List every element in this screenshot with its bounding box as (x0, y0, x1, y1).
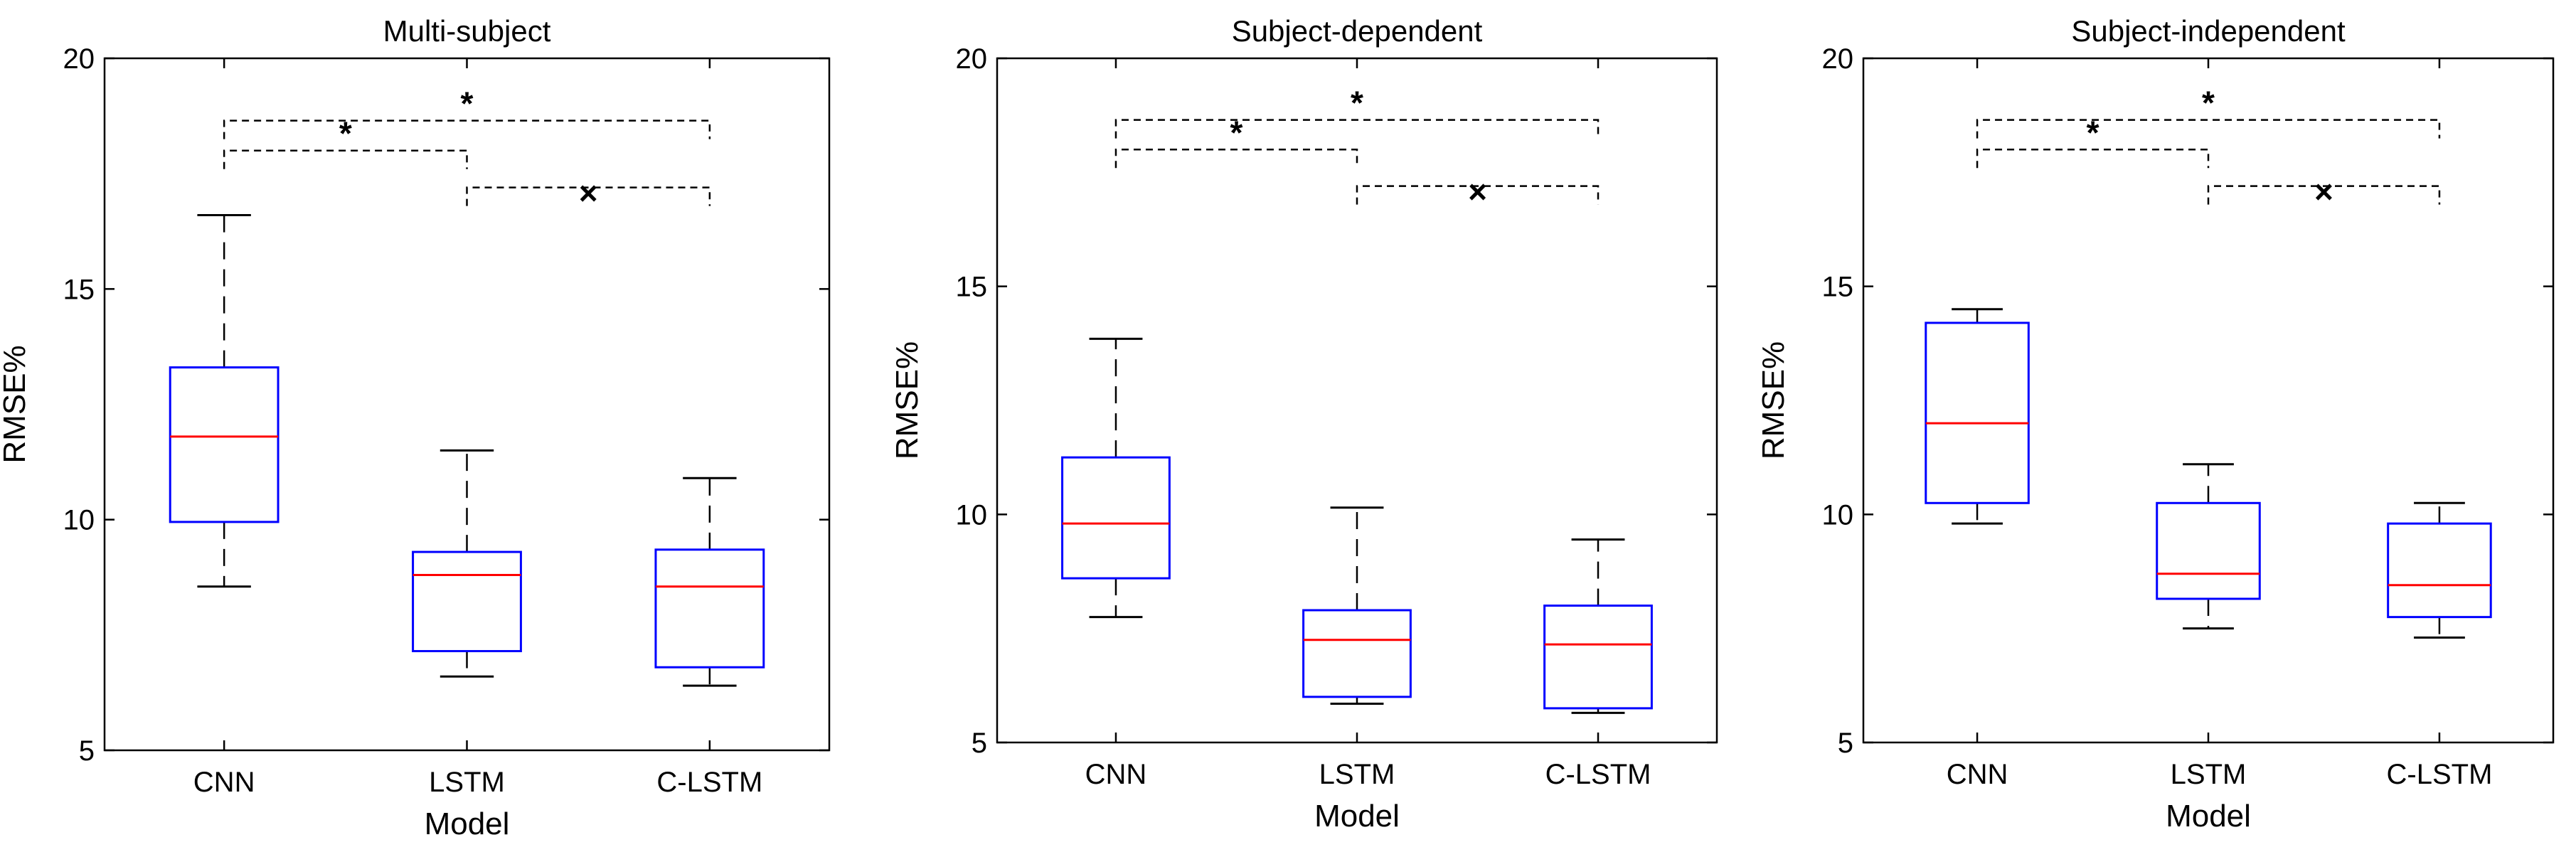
x-tick-label: C-LSTM (656, 767, 762, 798)
chart-title: Subject-independent (2071, 14, 2346, 48)
y-tick-label: 5 (1838, 728, 1853, 759)
y-tick-label: 20 (1822, 43, 1854, 75)
y-tick-label: 15 (1822, 272, 1854, 303)
x-tick-label: CNN (1085, 759, 1147, 790)
significance-marker: × (2314, 174, 2333, 211)
significance-marker: * (1351, 85, 1363, 122)
x-tick-label: LSTM (1319, 759, 1395, 790)
chart-title: Multi-subject (383, 14, 551, 48)
box-iqr (1061, 456, 1171, 580)
significance-bracket (223, 149, 468, 169)
significance-bracket (2207, 185, 2441, 205)
box-iqr (169, 366, 280, 523)
significance-bracket (1114, 119, 1600, 139)
x-axis-label: Model (1314, 799, 1400, 834)
x-tick-label: C-LSTM (1545, 759, 1651, 790)
significance-marker: * (2087, 114, 2099, 151)
y-tick-label: 15 (63, 274, 95, 305)
y-tick-label: 10 (63, 505, 95, 536)
significance-bracket (223, 119, 711, 139)
significance-bracket (466, 186, 711, 206)
significance-bracket (1114, 149, 1358, 169)
significance-marker: × (1468, 174, 1487, 211)
x-tick-label: LSTM (2171, 759, 2247, 790)
y-axis-label: RMSE% (0, 345, 32, 463)
significance-bracket (1356, 185, 1600, 205)
box-iqr (1302, 609, 1412, 698)
chart-title: Subject-dependent (1232, 14, 1483, 48)
y-tick-label: 5 (79, 735, 95, 767)
x-tick-label: LSTM (429, 767, 505, 798)
significance-marker: * (339, 115, 352, 152)
y-tick-label: 10 (956, 499, 988, 531)
x-tick-label: CNN (193, 767, 255, 798)
box-iqr (1543, 605, 1653, 710)
box-iqr (2387, 522, 2492, 619)
box-iqr (412, 550, 522, 653)
y-tick-label: 15 (956, 272, 988, 303)
significance-marker: * (2202, 85, 2215, 122)
x-tick-label: C-LSTM (2387, 759, 2493, 790)
box-iqr (654, 548, 765, 669)
box-iqr (1925, 321, 2030, 504)
significance-bracket (1976, 119, 2441, 139)
y-tick-label: 20 (63, 43, 95, 75)
y-axis-label: RMSE% (1756, 341, 1791, 459)
x-tick-label: CNN (1947, 759, 2008, 790)
box-iqr (2156, 501, 2261, 600)
x-axis-label: Model (425, 806, 510, 841)
y-axis-label: RMSE% (890, 341, 925, 459)
significance-marker: * (1230, 114, 1243, 151)
y-tick-label: 10 (1822, 499, 1854, 531)
significance-marker: × (579, 175, 598, 212)
significance-bracket (1976, 149, 2210, 169)
y-tick-label: 20 (956, 43, 988, 75)
y-tick-label: 5 (972, 728, 987, 759)
x-axis-label: Model (2166, 799, 2251, 834)
significance-marker: * (461, 85, 474, 122)
